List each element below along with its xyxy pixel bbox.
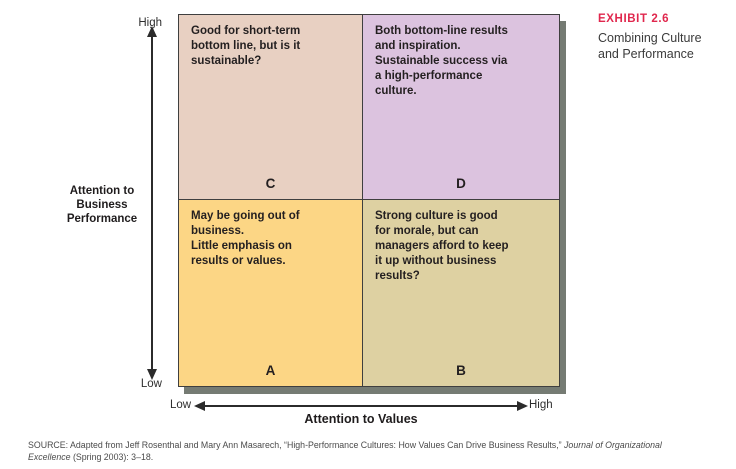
y-axis-low-label: Low	[140, 378, 162, 390]
quadrant-b-text: Strong culture is good for morale, but c…	[375, 210, 509, 282]
x-axis-low-label: Low	[170, 399, 192, 411]
exhibit-caption: EXHIBIT 2.6 Combining Culture and Perfor…	[598, 13, 728, 62]
x-axis-title: Attention to Values	[304, 412, 418, 426]
source-note: SOURCE: Adapted from Jeff Rosenthal and …	[28, 440, 668, 463]
quadrant-b-letter: B	[456, 363, 466, 378]
quadrant-matrix: Good for short-term bottom line, but is …	[178, 14, 560, 387]
source-text-italic-1: Journal of Organizational	[564, 440, 662, 450]
source-text-italic-2: Excellence	[28, 451, 71, 462]
quadrant-a-letter: A	[265, 363, 276, 378]
y-axis-arrow	[147, 26, 157, 380]
quadrant-c: Good for short-term bottom line, but is …	[179, 15, 363, 200]
exhibit-number: EXHIBIT 2.6	[598, 13, 670, 25]
quadrant-a: May be going out of business. Little emp…	[179, 200, 363, 386]
source-text-regular-1: SOURCE: Adapted from Jeff Rosenthal and …	[28, 440, 565, 450]
y-axis-title: Attention to Business Performance	[66, 185, 138, 225]
source-text-regular-2: (Spring 2003): 3–18.	[70, 451, 154, 462]
quadrant-c-letter: C	[265, 176, 276, 191]
x-axis-arrow	[194, 401, 528, 411]
quadrant-c-text: Good for short-term bottom line, but is …	[191, 25, 301, 67]
exhibit-title: Combining Culture and Performance	[598, 31, 702, 61]
quadrant-b: Strong culture is good for morale, but c…	[363, 200, 559, 386]
x-axis-high-label: High	[529, 399, 553, 411]
quadrant-d-letter: D	[456, 176, 466, 191]
quadrant-d: Both bottom-line results and inspiration…	[363, 15, 559, 200]
quadrant-a-text: May be going out of business. Little emp…	[191, 210, 300, 267]
quadrant-d-text: Both bottom-line results and inspiration…	[375, 25, 508, 97]
